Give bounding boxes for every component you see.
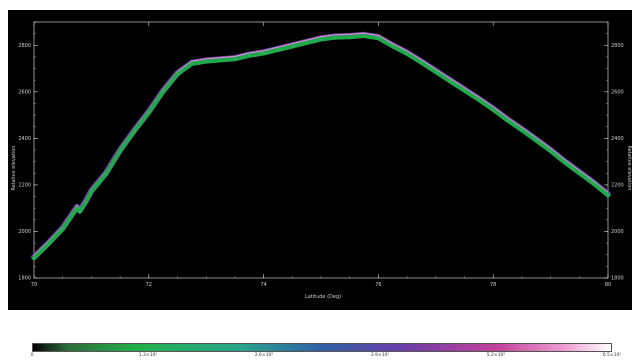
series-point (607, 194, 609, 197)
y-tick-label-right: 2200 (611, 183, 624, 189)
y-axis-label-right: Relative elevation (626, 146, 632, 191)
series-point (492, 108, 495, 111)
x-tick-label: 78 (490, 282, 496, 288)
series-point (119, 150, 121, 152)
y-tick-label-right: 2000 (611, 229, 624, 235)
y-axis-label: Relative elevation (11, 146, 17, 191)
series-line-highlight (33, 32, 609, 256)
series-point (84, 201, 87, 204)
series-point (391, 45, 394, 48)
y-tick-label-right: 2600 (611, 90, 624, 96)
series-point (564, 161, 566, 164)
y-tick-label: 1800 (18, 276, 31, 282)
x-axis-label: Latitude (Deg) (305, 294, 341, 300)
y-tick-label: 2800 (18, 43, 31, 49)
series-point (477, 98, 480, 101)
series-point (47, 243, 50, 245)
plot-panel: 70 72 74 76 78 80 1800 1800 2000 2000 2200 2200 2400… (8, 10, 632, 310)
series-point (420, 61, 423, 64)
series-point (521, 129, 523, 131)
series-point (190, 62, 193, 65)
y-tick-label-right: 1800 (611, 276, 624, 282)
x-tick-label: 72 (146, 282, 152, 288)
series-point (205, 60, 208, 63)
colorbar-tick-label: 6.5×10⁵ (602, 353, 622, 358)
series-point (104, 173, 107, 176)
series-point (61, 228, 64, 230)
series-point (463, 89, 466, 92)
series-point (262, 52, 265, 55)
x-tick-label: 74 (260, 282, 266, 288)
series-point (305, 41, 308, 44)
y-tick-label: 2000 (18, 229, 31, 235)
y-tick-label: 2600 (18, 90, 31, 96)
series-point (334, 36, 337, 39)
x-tick-label: 70 (31, 282, 37, 288)
series-line-halo (31, 31, 611, 261)
series-point (277, 48, 279, 51)
series-point (79, 210, 81, 213)
series-point (535, 139, 538, 142)
series-point (162, 90, 165, 93)
colorbar-tick-label: 3.9×10⁵ (370, 353, 390, 358)
series-point (363, 34, 365, 37)
series-point (147, 111, 150, 114)
series-point (133, 130, 136, 133)
series-point (549, 150, 552, 152)
series-point (320, 38, 322, 41)
series-point (248, 54, 251, 57)
colorbar (32, 343, 612, 352)
colorbar-tick-label: 0 (30, 353, 34, 358)
series-point (291, 45, 294, 48)
series-point (449, 80, 452, 83)
series-point (234, 58, 236, 60)
series-point (506, 119, 509, 122)
y-tick-label-right: 2400 (611, 136, 624, 142)
y-tick-label-right: 2800 (611, 43, 624, 49)
x-tick-label: 76 (375, 282, 381, 288)
colorbar-tick-label: 2.6×10⁵ (254, 353, 274, 358)
series-point (406, 52, 408, 55)
series-point (76, 207, 78, 209)
series-point (592, 182, 595, 185)
colorbar-tick-label: 1.3×10⁵ (138, 353, 158, 358)
colorbar-tick-label: 5.2×10⁵ (486, 353, 506, 358)
series-point (348, 36, 351, 38)
series-point (578, 172, 581, 175)
series-point (219, 59, 222, 62)
series-point (377, 37, 380, 40)
y-tick-label: 2400 (18, 136, 31, 142)
series-point (176, 73, 179, 76)
line-group (31, 31, 611, 261)
series-point (33, 257, 35, 259)
series-point (434, 70, 437, 73)
x-tick-label: 80 (605, 282, 611, 288)
series-point (90, 190, 93, 193)
y-tick-label: 2200 (18, 183, 31, 189)
